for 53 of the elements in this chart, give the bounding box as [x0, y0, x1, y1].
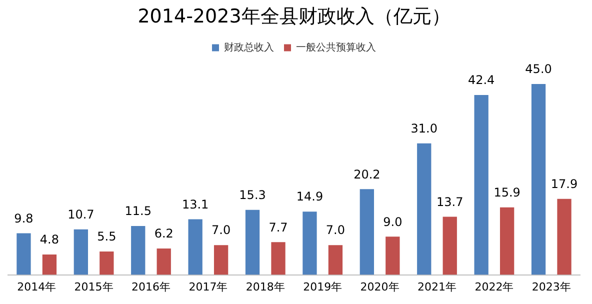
x-tick-label: 2015年 [74, 280, 114, 294]
bar [531, 84, 546, 275]
bar [271, 242, 286, 275]
data-label: 9.0 [383, 214, 402, 229]
bar [245, 210, 260, 275]
data-label: 11.5 [124, 204, 152, 218]
data-label: 7.0 [212, 223, 231, 238]
x-tick-label: 2018年 [246, 280, 285, 294]
x-tick-label: 2021年 [418, 280, 456, 294]
x-tick-label: 2016年 [132, 280, 170, 294]
data-label: 7.7 [268, 220, 288, 234]
bar [16, 233, 31, 275]
bar [42, 254, 57, 275]
bar [214, 245, 228, 275]
data-label: 10.7 [68, 208, 94, 222]
data-label: 6.2 [154, 226, 174, 241]
data-label: 13.1 [182, 197, 209, 212]
data-label: 13.7 [436, 194, 464, 209]
bar [328, 245, 343, 275]
data-label: 4.8 [40, 232, 60, 247]
data-label: 42.4 [468, 73, 495, 88]
x-tick-label: 2023年 [532, 280, 571, 294]
data-label: 14.9 [296, 190, 324, 204]
data-label: 7.0 [326, 223, 346, 238]
data-label: 9.8 [14, 211, 34, 226]
bar [417, 143, 432, 275]
data-label: 15.9 [494, 186, 520, 200]
x-tick-label: 2014年 [17, 280, 56, 294]
chart-title: 2014-2023年全县财政收入（亿元） [138, 5, 450, 28]
x-tick-label: 2022年 [474, 280, 514, 294]
data-label: 20.2 [354, 167, 380, 182]
bar [442, 216, 457, 275]
data-label: 15.3 [239, 188, 266, 202]
bar [156, 248, 171, 275]
bar [500, 207, 514, 275]
data-label: 31.0 [410, 121, 438, 136]
data-label: 45.0 [525, 62, 552, 76]
bar [557, 198, 572, 275]
legend-label: 财政总收入 [224, 41, 274, 54]
x-tick-label: 2019年 [303, 280, 342, 294]
legend-label: 一般公共预算收入 [296, 41, 376, 54]
bar [74, 229, 88, 275]
x-tick-label: 2020年 [360, 280, 400, 294]
bar [474, 95, 488, 275]
x-tick-label: 2017年 [188, 280, 228, 294]
data-label: 5.5 [97, 230, 116, 244]
bar [100, 251, 114, 275]
data-label: 17.9 [550, 177, 578, 192]
bar [131, 226, 146, 275]
bar [386, 236, 400, 275]
bar [302, 212, 317, 275]
bar [188, 219, 202, 275]
bar [360, 189, 374, 275]
